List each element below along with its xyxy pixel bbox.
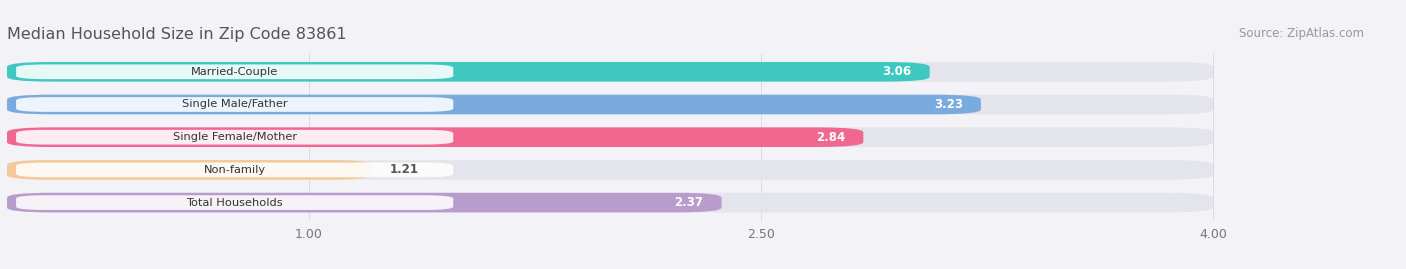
FancyBboxPatch shape (7, 193, 721, 213)
FancyBboxPatch shape (15, 65, 453, 79)
Text: Median Household Size in Zip Code 83861: Median Household Size in Zip Code 83861 (7, 27, 347, 42)
Text: 3.23: 3.23 (934, 98, 963, 111)
Text: Single Male/Father: Single Male/Father (181, 100, 287, 109)
FancyBboxPatch shape (7, 128, 1213, 147)
FancyBboxPatch shape (7, 95, 1213, 114)
FancyBboxPatch shape (7, 128, 863, 147)
Text: Total Households: Total Households (187, 198, 283, 208)
FancyBboxPatch shape (7, 193, 1213, 213)
FancyBboxPatch shape (7, 160, 1213, 180)
FancyBboxPatch shape (15, 97, 453, 112)
Text: Non-family: Non-family (204, 165, 266, 175)
FancyBboxPatch shape (7, 62, 929, 82)
FancyBboxPatch shape (15, 162, 453, 177)
Text: Single Female/Mother: Single Female/Mother (173, 132, 297, 142)
FancyBboxPatch shape (7, 62, 1213, 82)
Text: 2.84: 2.84 (815, 131, 845, 144)
FancyBboxPatch shape (15, 195, 453, 210)
FancyBboxPatch shape (15, 130, 453, 144)
Text: Married-Couple: Married-Couple (191, 67, 278, 77)
Text: Source: ZipAtlas.com: Source: ZipAtlas.com (1239, 27, 1364, 40)
FancyBboxPatch shape (7, 160, 371, 180)
FancyBboxPatch shape (7, 95, 981, 114)
Text: 1.21: 1.21 (389, 163, 419, 176)
Text: 2.37: 2.37 (675, 196, 703, 209)
Text: 3.06: 3.06 (883, 65, 911, 78)
